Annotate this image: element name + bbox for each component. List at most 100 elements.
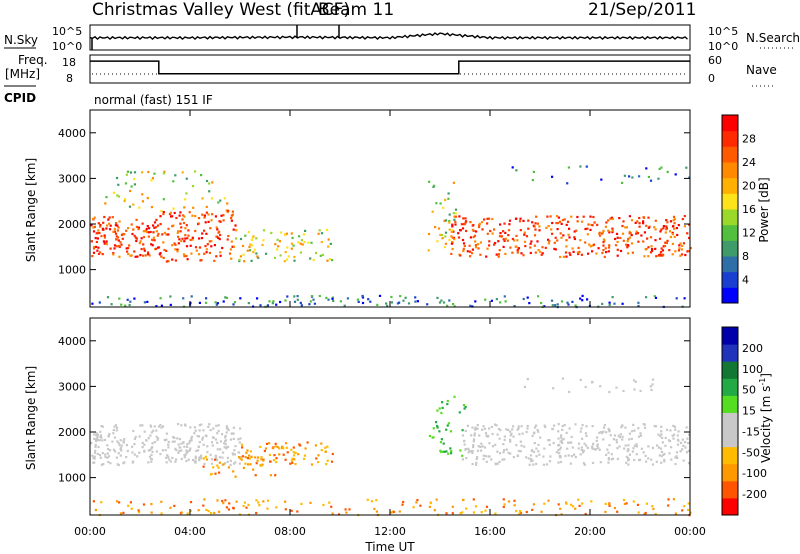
scatter-cell	[190, 437, 193, 440]
scatter-cell	[224, 443, 227, 446]
scatter-cell	[125, 229, 128, 232]
scatter-cell	[127, 504, 130, 507]
scatter-cell	[671, 434, 674, 437]
scatter-cell	[264, 447, 268, 450]
scatter-cell	[294, 463, 297, 466]
colorbar-tick-label: 100	[742, 363, 763, 376]
scatter-cell	[97, 222, 100, 225]
scatter-cell	[646, 237, 649, 240]
scatter-cell	[165, 438, 168, 441]
scatter-cell	[252, 251, 255, 254]
scatter-cell	[114, 232, 118, 235]
scatter-cell	[90, 240, 93, 243]
scatter-cell	[669, 230, 672, 233]
scatter-cell	[629, 232, 632, 235]
scatter-cell	[550, 299, 554, 302]
scatter-cell	[211, 436, 215, 439]
scatter-cell	[230, 432, 233, 435]
scatter-cell	[440, 299, 443, 302]
scatter-cell	[248, 454, 251, 457]
scatter-cell	[515, 510, 518, 513]
scatter-cell	[299, 301, 302, 304]
scatter-cell	[93, 455, 96, 458]
scatter-cell	[173, 436, 176, 439]
scatter-cell	[516, 239, 519, 242]
scatter-cell	[513, 305, 516, 308]
scatter-cell	[146, 300, 149, 303]
scatter-cell	[219, 220, 222, 223]
scatter-cell	[540, 301, 543, 305]
scatter-cell	[611, 229, 614, 232]
scatter-cell	[177, 235, 180, 238]
scatter-cell	[580, 427, 583, 430]
scatter-cell	[214, 438, 218, 441]
scatter-cell	[463, 440, 466, 443]
x-tick-label: 08:00	[274, 525, 306, 538]
scatter-cell	[463, 407, 466, 410]
scatter-cell	[605, 431, 608, 434]
scatter-cell	[615, 232, 619, 235]
scatter-cell	[567, 303, 570, 306]
scatter-cell	[248, 245, 251, 249]
scatter-cell	[461, 511, 464, 514]
scatter-cell	[165, 461, 168, 464]
scatter-cell	[119, 512, 123, 515]
scatter-cell	[242, 504, 245, 508]
scatter-cell	[247, 463, 250, 466]
scatter-cell	[633, 429, 636, 432]
scatter-cell	[657, 433, 660, 436]
scatter-cell	[181, 171, 184, 174]
scatter-cell	[143, 430, 146, 433]
scatter-cell	[150, 453, 153, 457]
scatter-cell	[485, 505, 488, 508]
scatter-cell	[284, 458, 287, 461]
scatter-cell	[190, 252, 193, 255]
scatter-cell	[128, 205, 132, 208]
scatter-cell	[446, 403, 449, 406]
scatter-cell	[678, 244, 681, 247]
scatter-cell	[210, 441, 214, 444]
scatter-cell	[549, 215, 552, 218]
noise-tick-top-right: 10^5	[708, 25, 738, 38]
scatter-cell	[613, 506, 616, 510]
scatter-cell	[488, 427, 491, 430]
scatter-cell	[582, 462, 585, 465]
scatter-cell	[118, 501, 121, 504]
scatter-cell	[198, 429, 201, 432]
scatter-cell	[155, 230, 158, 233]
scatter-cell	[498, 249, 501, 252]
scatter-cell	[618, 445, 621, 448]
scatter-cell	[115, 176, 119, 180]
scatter-cell	[461, 238, 465, 242]
scatter-cell	[677, 224, 680, 227]
scatter-cell	[681, 509, 684, 512]
scatter-cell	[160, 304, 163, 307]
scatter-cell	[327, 298, 330, 301]
scatter-cell	[113, 247, 116, 250]
scatter-cell	[278, 240, 281, 243]
scatter-cell	[208, 251, 211, 255]
colorbar-swatch	[722, 327, 738, 345]
scatter-cell	[623, 502, 626, 505]
scatter-cell	[282, 453, 285, 456]
colorbar-swatch	[722, 480, 738, 499]
y-tick-label: 4000	[58, 335, 86, 348]
scatter-cell	[481, 428, 484, 431]
scatter-cell	[171, 440, 174, 443]
scatter-cell	[174, 243, 177, 246]
scatter-cell	[486, 217, 489, 220]
scatter-cell	[104, 202, 107, 205]
scatter-cell	[120, 444, 123, 447]
scatter-cell	[603, 239, 606, 242]
scatter-cell	[165, 260, 168, 263]
scatter-cell	[205, 179, 209, 183]
scatter-cell	[226, 460, 229, 463]
scatter-cell	[662, 453, 665, 456]
scatter-cell	[519, 220, 522, 223]
scatter-cell	[560, 300, 564, 303]
scatter-cell	[514, 245, 517, 248]
scatter-cell	[537, 295, 540, 298]
scatter-cell	[476, 456, 479, 459]
scatter-cell	[686, 232, 689, 235]
scatter-cell	[176, 231, 179, 234]
